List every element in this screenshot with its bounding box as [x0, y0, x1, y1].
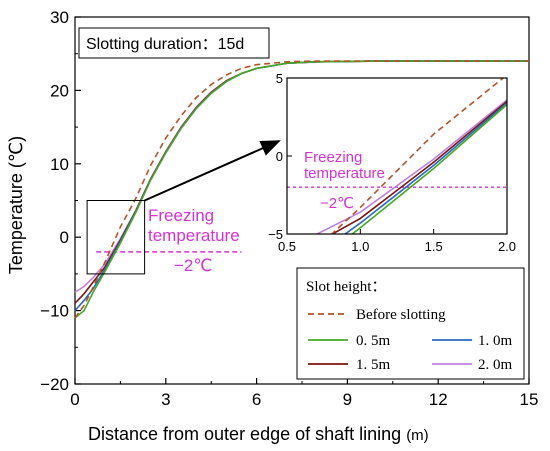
- inset-series-line-before-slotting: [330, 78, 505, 234]
- x-tick-label: 15: [520, 390, 539, 409]
- zoom-box: [86, 200, 146, 275]
- x-tick-label: 12: [429, 390, 448, 409]
- inset-x-tick-label: 0.5: [278, 239, 296, 254]
- y-tick-label: 0: [60, 228, 69, 247]
- y-tick-label: −20: [40, 375, 69, 394]
- inset-x-tick-label: 1.0: [351, 239, 369, 254]
- y-axis-label: Temperature (℃): [6, 136, 26, 274]
- y-tick-label: 10: [50, 155, 69, 174]
- main-series: [74, 60, 529, 319]
- legend: Slot height： Before slotting 0. 5m 1. 0m…: [296, 267, 525, 380]
- legend-label-1-0m: 1. 0m: [478, 333, 513, 349]
- inset-freezing-value: −2℃: [320, 195, 354, 212]
- inset-series-line-2-0m: [315, 98, 507, 234]
- x-axis-label: Distance from outer edge of shaft lining…: [88, 424, 429, 444]
- y-tick-label: 20: [50, 81, 69, 100]
- inset-series-line-1-5m: [330, 100, 507, 234]
- duration-box: [78, 27, 270, 59]
- x-tick-label: 3: [161, 390, 170, 409]
- freezing-label-line1: Freezing: [148, 206, 214, 225]
- x-tick-label: 9: [343, 390, 352, 409]
- inset-series: [315, 78, 507, 234]
- inset-series-line-1-0m: [343, 101, 507, 234]
- inset-ticks: 0.5 1.0 1.5 2.0 −5 0 5: [268, 71, 516, 254]
- inset-freezing-label-line1: Freezing: [304, 149, 362, 166]
- legend-label-0-5m: 0. 5m: [356, 333, 391, 349]
- inset-x-tick-label: 1.5: [425, 239, 443, 254]
- freezing-value: −2℃: [174, 256, 212, 275]
- series-line-before-slotting: [74, 60, 529, 319]
- y-tick-label: −10: [40, 302, 69, 321]
- inset-series-line-0-5m: [350, 103, 507, 234]
- legend-label-1-5m: 1. 5m: [356, 357, 391, 373]
- inset-y-tick-label: −5: [268, 227, 283, 242]
- legend-title: Slot height：: [306, 279, 386, 295]
- inset-freezing-label-line2: temperature: [304, 165, 385, 182]
- legend-label-before: Before slotting: [356, 307, 446, 323]
- zoom-arrow: [144, 140, 281, 202]
- inset-y-tick-label: 0: [276, 149, 283, 164]
- main-ticks: 0 3 6 9 12 15 −20 −10 0 10 20 30: [40, 8, 538, 409]
- x-tick-label: 6: [252, 390, 261, 409]
- inset-y-tick-label: 5: [276, 71, 283, 86]
- inset-x-tick-label: 2.0: [498, 239, 516, 254]
- y-tick-label: 30: [50, 8, 69, 27]
- x-tick-label: 0: [70, 390, 79, 409]
- legend-label-2-0m: 2. 0m: [478, 357, 513, 373]
- legend-box: [296, 267, 525, 380]
- duration-label: Slotting duration：15d: [86, 36, 244, 53]
- freezing-label-line2: temperature: [148, 226, 240, 245]
